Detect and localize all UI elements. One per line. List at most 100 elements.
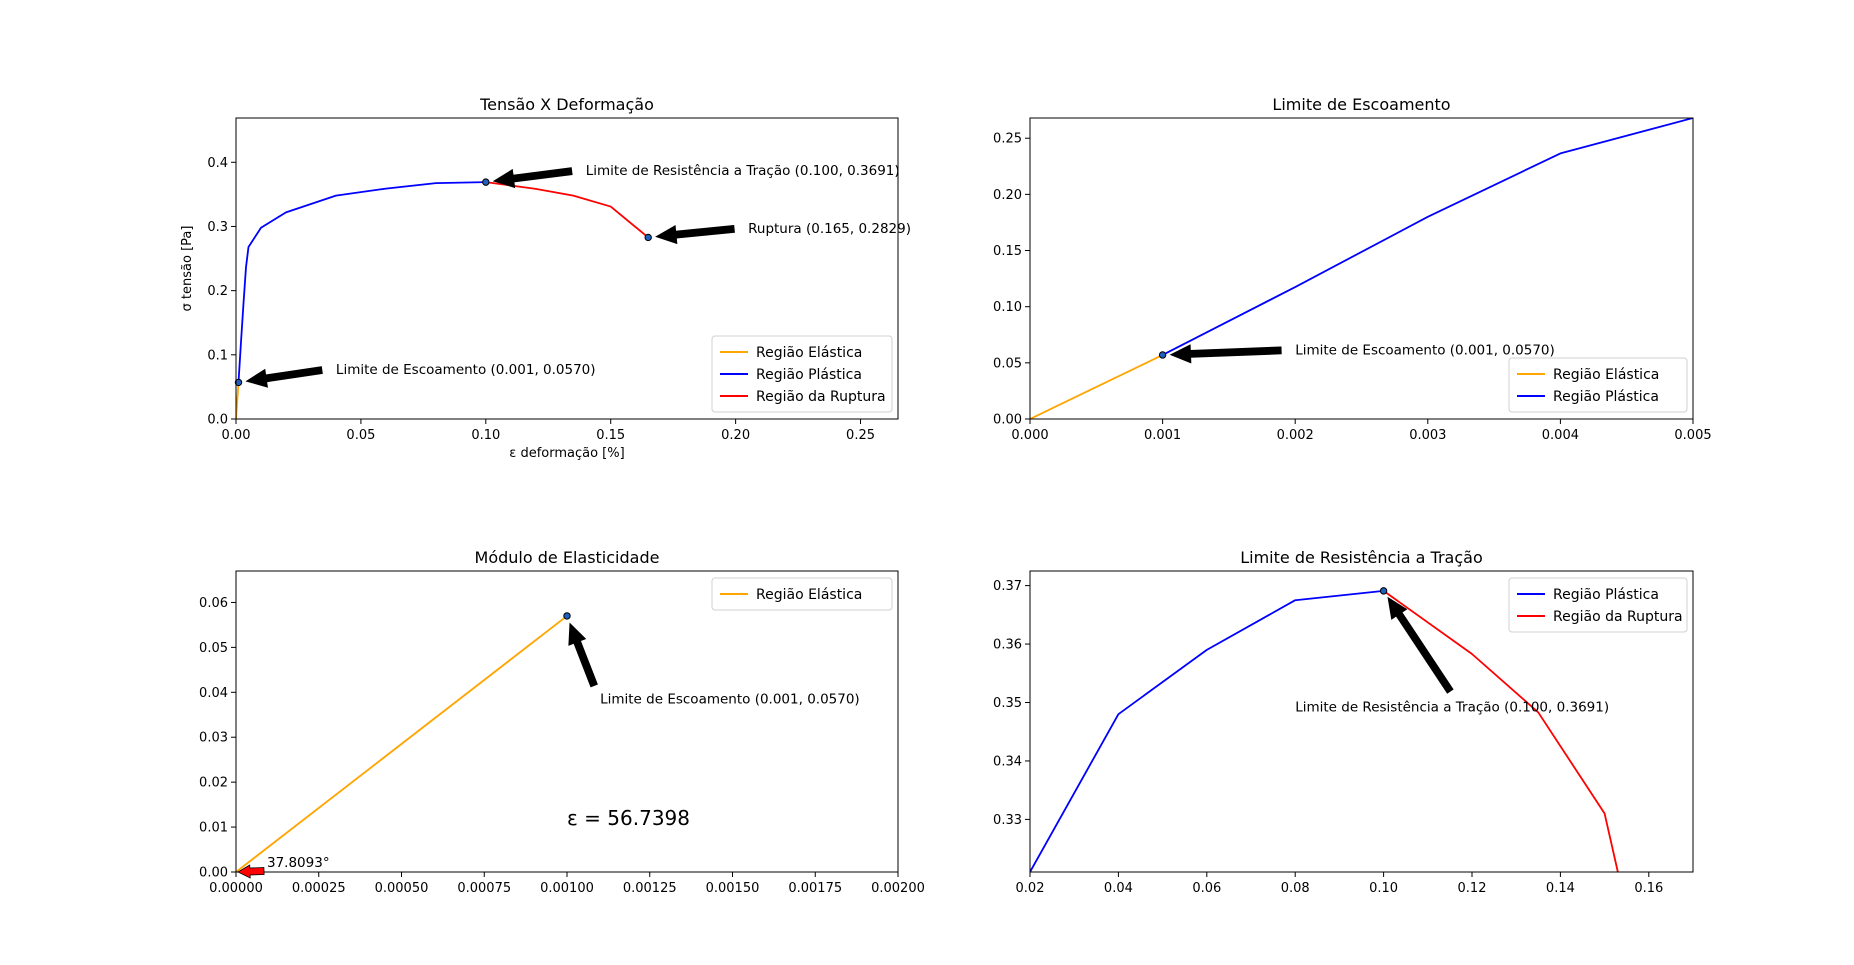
y-tick-label: 0.05 [199, 641, 228, 656]
annotation-arrow [1169, 344, 1282, 364]
axes-frame [1029, 117, 1694, 420]
modulus-text: ε = 56.7398 [567, 806, 690, 830]
annotation-arrow [655, 224, 735, 245]
x-tick-label: 0.001 [1144, 428, 1181, 443]
plot-area [236, 181, 649, 419]
series-line [1383, 590, 1619, 872]
series-line [485, 181, 649, 239]
annotation-text: Limite de Resistência a Tração (0.100, 0… [586, 163, 900, 179]
legend-entry: Região da Ruptura [756, 389, 886, 405]
angle-text: 37.8093° [267, 855, 330, 871]
y-tick-label: 0.05 [993, 356, 1022, 371]
y-tick-label: 0.34 [993, 754, 1022, 769]
legend-entry: Região Elástica [756, 345, 862, 361]
chart-elastic-modulus: Módulo de Elasticidade ε = 56.7398 37.80… [199, 548, 925, 896]
point-marker [644, 233, 652, 242]
x-tick-label: 0.00175 [788, 881, 842, 896]
annotation-arrow [568, 622, 598, 688]
axes-frame [1029, 570, 1694, 873]
series-line [1162, 118, 1693, 356]
legend-box [711, 577, 893, 611]
y-tick-label: 0.37 [993, 579, 1022, 594]
y-tick-label: 0.02 [199, 776, 228, 791]
x-tick-label: 0.16 [1634, 881, 1663, 896]
annotation-text: Limite de Escoamento (0.001, 0.0570) [336, 362, 596, 378]
y-tick-label: 0.36 [993, 638, 1022, 653]
annotation-arrow [492, 167, 573, 189]
y-tick-label: 0.35 [993, 696, 1022, 711]
y-tick-label: 0.00 [993, 413, 1022, 428]
chart-yield-limit: Limite de Escoamento 0.000 0.001 0.002 0.00… [993, 95, 1712, 443]
y-tick-label: 0.4 [207, 156, 228, 171]
x-tick-label: 0.25 [846, 428, 875, 443]
y-tick-label: 0.20 [993, 188, 1022, 203]
angle-arrow [237, 864, 265, 879]
legend-box [1508, 577, 1688, 633]
x-tick-label: 0.00200 [871, 881, 925, 896]
x-tick-label: 0.005 [1674, 428, 1711, 443]
annotation-arrow [245, 366, 323, 388]
y-tick-label: 0.0 [207, 413, 228, 428]
y-tick-label: 0.2 [207, 284, 228, 299]
y-tick-label: 0.04 [199, 686, 228, 701]
legend-box [711, 335, 893, 413]
x-tick-label: 0.00075 [457, 881, 511, 896]
point-marker [563, 612, 571, 620]
x-tick-label: 0.02 [1016, 881, 1045, 896]
chart-title: Limite de Escoamento [1272, 95, 1450, 114]
y-tick-label: 0.00 [199, 866, 228, 881]
legend-entry: Região da Ruptura [1553, 609, 1683, 625]
point-marker [482, 178, 490, 186]
x-axis-label: ε deformação [%] [509, 446, 624, 461]
x-tick-label: 0.06 [1192, 881, 1221, 896]
plot-area [1030, 118, 1693, 419]
series-line [236, 615, 568, 872]
point-marker [234, 378, 243, 387]
x-tick-label: 0.15 [596, 428, 625, 443]
x-tick-label: 0.05 [346, 428, 375, 443]
x-tick-label: 0.10 [471, 428, 500, 443]
y-tick-label: 0.33 [993, 813, 1022, 828]
x-tick-label: 0.04 [1104, 881, 1133, 896]
legend-entry: Região Elástica [1553, 367, 1659, 383]
series-line [237, 181, 486, 383]
x-tick-label: 0.00125 [623, 881, 677, 896]
x-tick-label: 0.10 [1369, 881, 1398, 896]
legend-entry: Região Elástica [756, 587, 862, 603]
chart-tensile-strength: Limite de Resistência a Tração 0.02 0.04 0… [993, 548, 1694, 896]
x-tick-label: 0.004 [1542, 428, 1579, 443]
y-tick-label: 0.10 [993, 300, 1022, 315]
chart-stress-strain: Tensão X Deformação ε deformação [%] σ t… [180, 95, 911, 461]
legend-entry: Região Plástica [1553, 587, 1659, 603]
chart-title: Tensão X Deformação [479, 95, 654, 114]
annotation-arrow [1387, 596, 1454, 694]
y-tick-label: 0.15 [993, 244, 1022, 259]
x-tick-label: 0.14 [1546, 881, 1575, 896]
x-tick-label: 0.00050 [375, 881, 429, 896]
x-tick-label: 0.002 [1277, 428, 1314, 443]
y-tick-label: 0.25 [993, 132, 1022, 147]
annotation-text: Limite de Resistência a Tração (0.100, 0… [1295, 699, 1609, 715]
point-marker [1379, 587, 1388, 595]
x-tick-label: 0.003 [1409, 428, 1446, 443]
x-tick-label: 0.08 [1281, 881, 1310, 896]
series-line [1030, 354, 1163, 419]
series-line [1030, 589, 1384, 872]
chart-title: Módulo de Elasticidade [475, 548, 660, 567]
x-tick-label: 0.000 [1011, 428, 1048, 443]
y-tick-label: 0.03 [199, 731, 228, 746]
plot-area [236, 615, 568, 872]
legend-box [1508, 357, 1688, 413]
plot-area [1030, 589, 1619, 872]
chart-title: Limite de Resistência a Tração [1240, 548, 1483, 567]
axes-frame [235, 117, 899, 420]
x-tick-label: 0.00025 [292, 881, 346, 896]
annotation-text: Limite de Escoamento (0.001, 0.0570) [600, 692, 860, 708]
x-tick-label: 0.00 [222, 428, 251, 443]
y-tick-label: 0.06 [199, 596, 228, 611]
x-tick-label: 0.00150 [706, 881, 760, 896]
x-tick-label: 0.00100 [540, 881, 594, 896]
annotation-text: Ruptura (0.165, 0.2829) [748, 221, 911, 237]
annotation-text: Limite de Escoamento (0.001, 0.0570) [1295, 342, 1555, 358]
x-tick-label: 0.00000 [209, 881, 263, 896]
